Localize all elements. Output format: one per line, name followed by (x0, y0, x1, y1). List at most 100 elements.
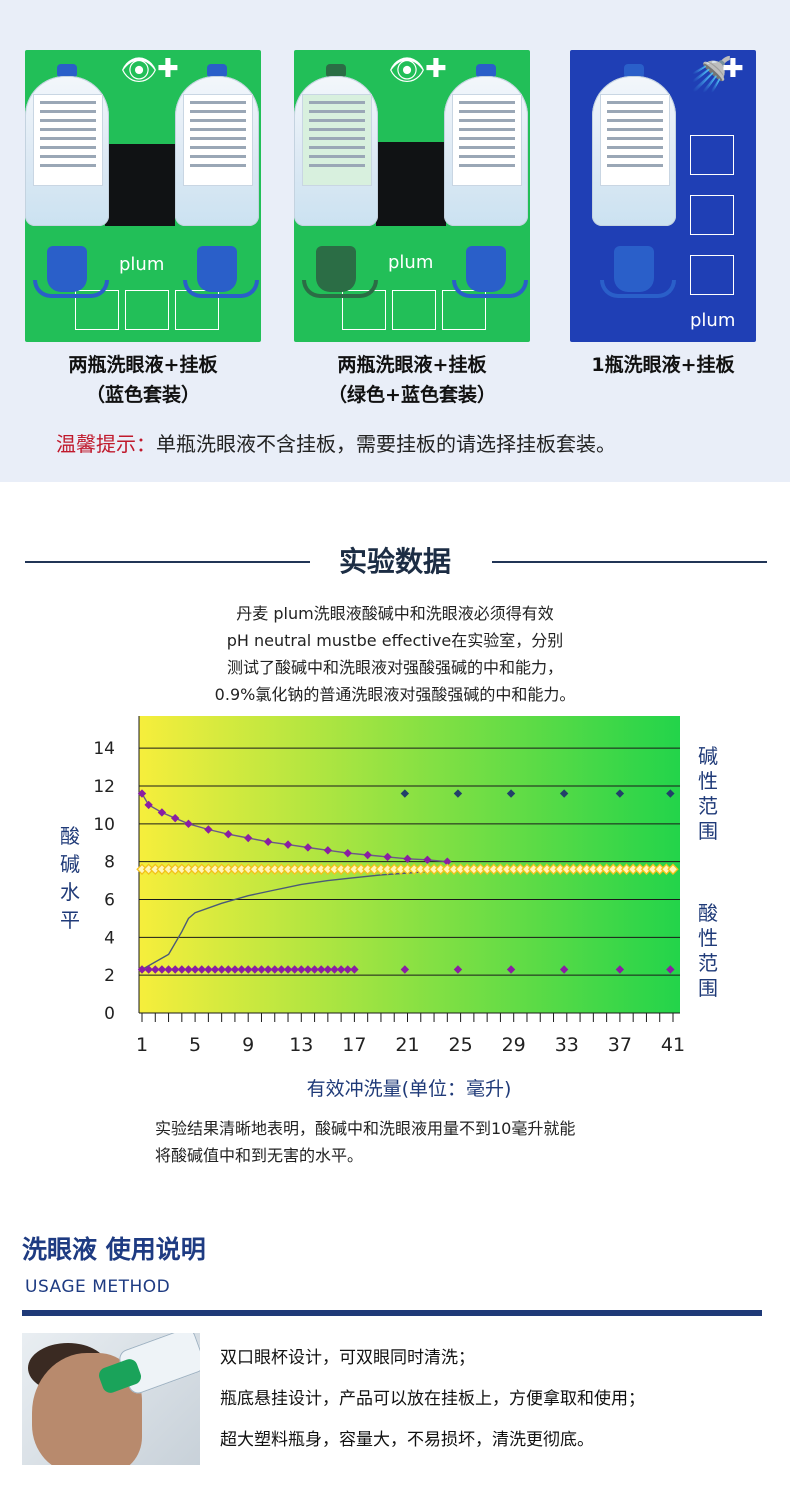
y-axis-label-1: 酸 (60, 824, 80, 848)
right-label-top-2: 性 (698, 769, 718, 793)
right-label-bottom-3: 范 (698, 951, 718, 975)
x-tick-label: 5 (189, 1034, 201, 1056)
instruction-pictogram (690, 195, 734, 235)
x-tick-label: 21 (395, 1034, 419, 1056)
eyewash-bottle (592, 64, 676, 226)
x-tick-label: 33 (555, 1034, 579, 1056)
y-tick-label: 6 (104, 890, 115, 910)
y-axis-label-3: 水 (60, 880, 80, 904)
tip-label: 温馨提示： (56, 432, 156, 456)
instruction-pictogram (690, 255, 734, 295)
intro-line: pH neutral mustbe effective在实验室，分别 (226, 631, 564, 650)
plum-logo: plum (690, 310, 736, 331)
eyewash-bottle (444, 64, 528, 226)
data-point (400, 965, 410, 974)
intro-line: 测试了酸碱中和洗眼液对强酸强碱的中和能力， (226, 658, 563, 677)
title-divider (492, 561, 767, 563)
y-tick-label: 14 (93, 739, 115, 759)
usage-item: 超大塑料瓶身，容量大，不易损坏，清洗更彻底。 (220, 1430, 594, 1450)
data-point (230, 965, 240, 974)
data-point (224, 965, 233, 974)
data-point (283, 965, 293, 974)
usage-subtitle: USAGE METHOD (25, 1277, 171, 1297)
x-axis-label: 有效冲洗量(单位：毫升) (307, 1078, 512, 1100)
product-caption: 两瓶洗眼液+挂板 （绿色+蓝色套装） (328, 354, 496, 406)
y-tick-label: 0 (104, 1004, 115, 1024)
x-tick-labels: 1 5 9 13 17 21 25 29 33 37 41 (136, 1034, 685, 1056)
eye-cup (183, 246, 259, 298)
intro-text: 丹麦 plum洗眼液酸碱中和洗眼液必须得有效 pH neutral mustbe… (0, 600, 790, 708)
eyewash-bottle (175, 64, 259, 226)
intro-line: 丹麦 plum洗眼液酸碱中和洗眼液必须得有效 (236, 604, 554, 623)
data-point (164, 965, 173, 974)
section-title: 实验数据 (338, 545, 451, 578)
eye-cup (33, 246, 109, 298)
x-tick-label: 13 (289, 1034, 313, 1056)
product-green-blue-set[interactable]: 👁 ✚ plum (294, 50, 530, 342)
data-point (336, 965, 346, 974)
eye-wash-icon: 👁 (120, 53, 159, 88)
data-point (190, 965, 200, 974)
right-label-bottom-2: 性 (698, 926, 718, 950)
usage-photo (22, 1333, 200, 1465)
right-label-bottom-4: 围 (698, 976, 718, 1000)
data-point (317, 965, 326, 974)
intro-line: 0.9%氯化钠的普通洗眼液对强酸强碱的中和能力。 (214, 685, 576, 704)
data-point (144, 965, 153, 974)
instruction-pictogram (392, 290, 436, 330)
data-point (330, 965, 339, 974)
first-aid-plus-icon: ✚ (722, 54, 744, 84)
y-tick-label: 10 (93, 815, 115, 835)
x-tick-label: 1 (136, 1034, 148, 1056)
data-point (297, 965, 306, 974)
data-point (310, 965, 319, 974)
eye-cup (452, 246, 528, 298)
plum-logo: plum (388, 252, 434, 273)
tip-text: 单瓶洗眼液不含挂板，需要挂板的请选择挂板套装。 (156, 432, 616, 456)
usage-list: 双口眼杯设计，可双眼同时清洗； 瓶底悬挂设计，产品可以放在挂板上，方便拿取和使用… (220, 1338, 645, 1461)
x-tick-label: 9 (242, 1034, 254, 1056)
usage-item: 瓶底悬挂设计，产品可以放在挂板上，方便拿取和使用； (220, 1389, 645, 1409)
grid-lines (138, 716, 680, 1014)
data-point (151, 965, 160, 974)
x-tick-label: 25 (449, 1034, 473, 1056)
data-point (403, 854, 412, 864)
result-line: 将酸碱值中和到无害的水平。 (155, 1146, 364, 1165)
eye-cup (302, 246, 378, 298)
right-label-top-3: 范 (698, 794, 718, 818)
tip-note: 温馨提示：单瓶洗眼液不含挂板，需要挂板的请选择挂板套装。 (56, 428, 616, 457)
data-point (323, 965, 333, 974)
shower-person-icon: 🚿 (690, 55, 733, 95)
first-aid-plus-icon: ✚ (425, 54, 447, 84)
data-point (277, 965, 286, 974)
x-minor-ticks (141, 1013, 674, 1022)
x-tick-label: 29 (502, 1034, 526, 1056)
result-line: 实验结果清晰地表明，酸碱中和洗眼液用量不到10毫升就能 (155, 1119, 576, 1138)
x-tick-label: 17 (342, 1034, 366, 1056)
right-label-top-1: 碱 (698, 744, 718, 768)
product-single-set[interactable]: 🚿 ✚ plum (570, 50, 756, 342)
right-label-bottom-1: 酸 (698, 901, 718, 925)
y-axis-label-2: 碱 (60, 852, 80, 876)
data-point (197, 965, 206, 974)
instruction-pictogram (125, 290, 169, 330)
data-point (157, 965, 167, 974)
product-blue-set[interactable]: 👁 ✚ plum (25, 50, 261, 342)
data-point (303, 965, 313, 974)
data-point (177, 965, 187, 974)
eyewash-bottle (294, 64, 378, 226)
y-tick-label: 8 (104, 853, 115, 873)
data-point (350, 965, 359, 974)
y-tick-labels: 0 2 4 6 8 10 12 14 (93, 739, 115, 1024)
instruction-pictogram (690, 135, 734, 175)
x-tick-label: 41 (661, 1034, 685, 1056)
y-tick-label: 4 (104, 928, 115, 948)
data-point (263, 965, 273, 974)
eye-wash-icon: 👁 (388, 53, 427, 88)
data-point (257, 965, 266, 974)
plum-logo: plum (119, 254, 165, 275)
y-tick-label: 2 (104, 966, 115, 986)
result-text: 实验结果清晰地表明，酸碱中和洗眼液用量不到10毫升就能 将酸碱值中和到无害的水平… (155, 1115, 575, 1169)
data-point (184, 965, 193, 974)
